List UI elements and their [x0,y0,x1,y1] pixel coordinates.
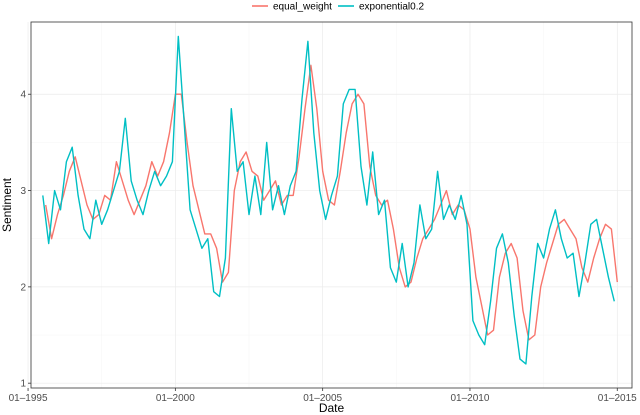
x-tick-label: 01–1995 [9,393,48,404]
y-axis-title: Sentiment [0,177,14,232]
x-tick-label: 01–2005 [303,393,342,404]
legend-label: exponential0.2 [359,2,424,13]
legend[interactable]: equal_weight exponential0.2 [252,2,424,13]
series-lines [42,35,618,365]
y-tick-label: 1 [20,379,26,390]
series-line-equal-weight [45,64,618,341]
grid [27,22,632,388]
y-tick-label: 3 [20,186,26,197]
x-tick-label: 01–2010 [450,393,489,404]
y-tick-label: 2 [20,282,26,293]
legend-label: equal_weight [273,2,332,13]
x-axis-title: Date [319,401,345,415]
x-tick-label: 01–2000 [156,393,195,404]
axes: 1 2 3 4 01–1995 01–2000 01–2005 01–2010 01–2015 [9,90,638,404]
x-tick-label: 01–2015 [598,393,637,404]
series-line-exponential0-2 [42,35,615,365]
panel-border [30,21,633,389]
y-tick-label: 4 [20,90,26,101]
